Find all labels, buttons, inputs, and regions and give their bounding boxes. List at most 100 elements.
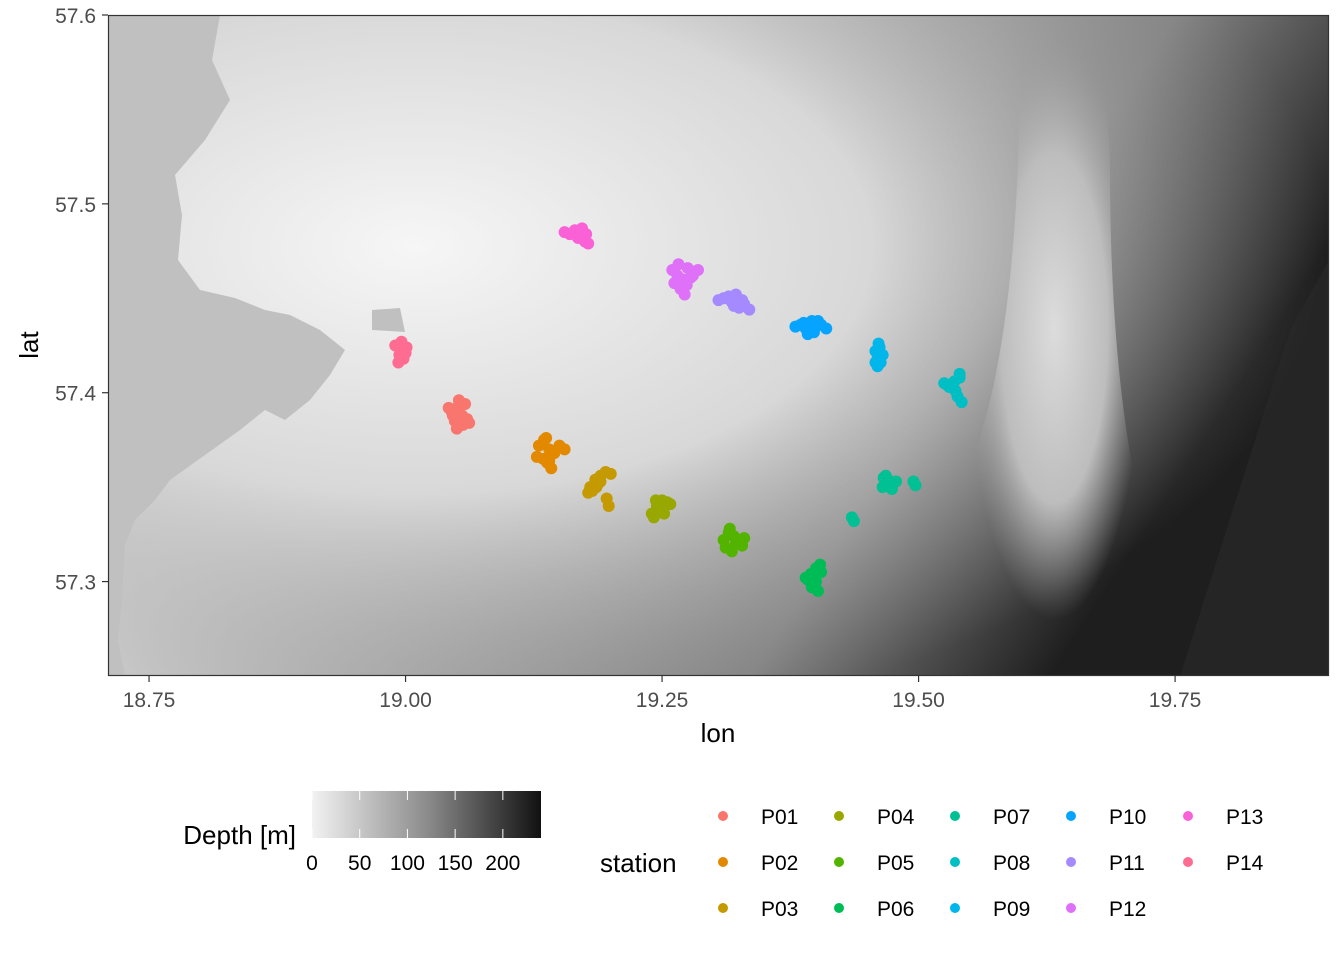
legend-item-p03: P03 — [718, 898, 798, 921]
series-p13 — [558, 222, 595, 250]
legend-key — [1183, 811, 1193, 821]
legend-item-p08: P08 — [950, 852, 1030, 875]
series-p14 — [389, 335, 413, 369]
series-p10 — [789, 314, 833, 341]
data-point — [450, 422, 463, 435]
series-p03 — [582, 466, 617, 513]
data-point — [872, 337, 885, 350]
data-point — [400, 341, 413, 354]
y-axis: 57.3 57.4 57.5 57.6 — [55, 5, 108, 595]
depth-colorbar — [312, 791, 541, 838]
data-point — [680, 279, 693, 292]
series-p01 — [442, 394, 476, 435]
legend-label: P10 — [1109, 806, 1146, 829]
data-point — [807, 326, 820, 339]
legend-label: P09 — [993, 898, 1030, 921]
legend-item-p13: P13 — [1183, 806, 1263, 829]
colorbar-tick-label: 150 — [438, 852, 473, 875]
legend-item-p09: P09 — [950, 898, 1030, 921]
data-point — [543, 454, 556, 467]
legend-label: P07 — [993, 806, 1030, 829]
data-point — [540, 432, 553, 445]
legend-label: P04 — [877, 806, 915, 829]
panel-border — [107, 14, 1330, 677]
legend-key — [834, 811, 844, 821]
data-point — [953, 367, 966, 380]
legend-item-p04: P04 — [834, 806, 915, 829]
legend-label: P03 — [761, 898, 798, 921]
series-p07 — [845, 469, 922, 528]
data-point — [446, 409, 459, 422]
legend-label: P05 — [877, 852, 914, 875]
data-point — [649, 494, 662, 507]
data-point — [820, 322, 833, 335]
data-point — [452, 394, 465, 407]
legend-key — [950, 857, 960, 867]
legend-label: P14 — [1226, 852, 1264, 875]
legend-key — [950, 903, 960, 913]
legend-key — [834, 903, 844, 913]
series-p09 — [869, 337, 889, 373]
station-legend-keys: P01 P02 P03 P04 P05 P06 P07 P08 P09 P10 P11 P12 P13 P… — [718, 806, 1264, 921]
legend-key — [718, 857, 728, 867]
bathymetry-raster — [108, 15, 1329, 676]
data-point — [590, 481, 603, 494]
data-point — [955, 396, 968, 409]
depth-legend: Depth [m] 0 50 100 150 200 — [183, 791, 541, 875]
data-point — [885, 483, 898, 496]
legend-key — [950, 811, 960, 821]
data-point — [805, 314, 818, 327]
depth-legend-title: Depth [m] — [183, 820, 296, 850]
x-axis-title: lon — [701, 718, 736, 748]
series-p02 — [530, 432, 571, 475]
data-point — [672, 258, 685, 271]
data-point — [558, 443, 571, 456]
data-point — [743, 303, 756, 316]
data-point — [678, 288, 691, 301]
y-tick-label: 57.5 — [55, 194, 96, 217]
data-point — [805, 581, 818, 594]
legend-label: P08 — [993, 852, 1030, 875]
legend-key — [718, 903, 728, 913]
data-point — [604, 467, 617, 480]
station-points — [389, 222, 968, 598]
legend-key — [1183, 857, 1193, 867]
y-tick-label: 57.6 — [55, 5, 96, 28]
data-point — [580, 228, 593, 241]
data-point — [691, 263, 704, 276]
legend-key — [1066, 857, 1076, 867]
data-point — [814, 558, 827, 571]
legend-label: P06 — [877, 898, 914, 921]
data-point — [847, 515, 860, 528]
legend-label: P01 — [761, 806, 798, 829]
data-point — [602, 500, 615, 513]
legend-key — [1066, 811, 1076, 821]
legend-item-p02: P02 — [718, 852, 798, 875]
data-point — [941, 379, 954, 392]
legend-item-p01: P01 — [718, 806, 798, 829]
x-tick-label: 19.50 — [892, 689, 945, 712]
legend-key — [718, 811, 728, 821]
x-axis: 18.75 19.00 19.25 19.50 19.75 — [123, 676, 1201, 712]
data-point — [874, 356, 887, 369]
colorbar-tick-label: 100 — [390, 852, 425, 875]
data-point — [582, 237, 595, 250]
legend-key — [834, 857, 844, 867]
colorbar-tick-label: 50 — [348, 852, 371, 875]
data-point — [736, 539, 749, 552]
series-p11 — [712, 288, 756, 316]
legend-item-p07: P07 — [950, 806, 1030, 829]
data-point — [736, 294, 749, 307]
y-tick-label: 57.3 — [55, 572, 96, 595]
land-area — [108, 15, 345, 676]
x-tick-label: 19.00 — [379, 689, 432, 712]
colorbar-tick-label: 200 — [485, 852, 520, 875]
legend-item-p14: P14 — [1183, 852, 1264, 875]
station-legend: station P01 P02 P03 P04 P05 P06 P07 P08 P09 P10 P1… — [600, 806, 1264, 921]
data-point — [723, 522, 736, 535]
data-point — [656, 503, 669, 516]
legend-item-p05: P05 — [834, 852, 914, 875]
colorbar-tick-label: 0 — [306, 852, 318, 875]
y-axis-title: lat — [14, 330, 44, 358]
